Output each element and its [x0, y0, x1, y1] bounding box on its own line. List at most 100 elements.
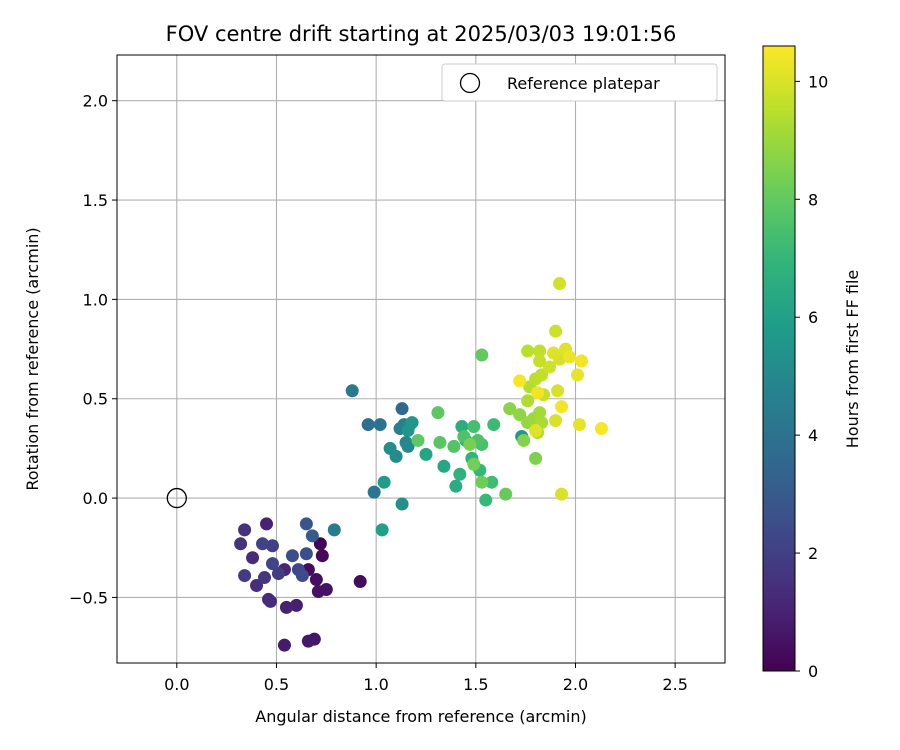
data-point [315, 549, 329, 563]
data-point [395, 402, 409, 416]
data-point [238, 569, 252, 583]
legend-entry-reference-platepar: Reference platepar [507, 74, 660, 93]
data-point [419, 447, 433, 461]
colorbar-gradient [763, 46, 795, 671]
colorbar-ticks: 0 2 4 6 8 10 [795, 72, 828, 681]
data-point [258, 571, 272, 585]
data-point [375, 523, 389, 537]
data-point [433, 435, 447, 449]
data-point [265, 539, 279, 553]
data-point [361, 418, 375, 432]
data-point [513, 408, 527, 422]
data-point [531, 386, 545, 400]
data-point [289, 598, 303, 612]
data-point [345, 384, 359, 398]
data-point [309, 573, 323, 587]
colorbar-frame [762, 45, 796, 672]
x-tick-label: 0.5 [264, 675, 289, 694]
data-point [533, 344, 547, 358]
data-point [271, 567, 285, 581]
data-point [467, 420, 481, 434]
y-axis-label: Rotation from reference (arcmin) [23, 227, 42, 490]
data-point [311, 584, 325, 598]
data-point [246, 551, 260, 565]
reference-marker-group [166, 487, 187, 509]
data-point [395, 497, 409, 511]
data-point [535, 368, 549, 382]
data-point [353, 575, 367, 589]
colorbar-tick-label: 10 [808, 72, 828, 91]
data-point [485, 475, 499, 489]
data-point [487, 418, 501, 432]
data-point [570, 368, 584, 382]
data-point [295, 569, 309, 583]
data-point [367, 485, 381, 499]
data-point [533, 406, 547, 420]
data-point [555, 400, 569, 414]
colorbar-tick-label: 6 [808, 308, 818, 327]
data-point [256, 537, 270, 551]
x-tick-label: 0.0 [164, 675, 189, 694]
data-point [455, 420, 469, 434]
colorbar-tick-label: 8 [808, 190, 818, 209]
colorbar-tick-label: 4 [808, 426, 818, 445]
plot-frame [116, 54, 726, 664]
data-point [549, 414, 563, 428]
y-tick-label: 1.0 [83, 290, 108, 309]
reference-platepar-marker [166, 487, 187, 509]
colorbar-tick-label: 0 [808, 662, 818, 681]
data-point [260, 517, 274, 531]
data-point [431, 406, 445, 420]
data-point [411, 433, 425, 447]
data-point [533, 354, 547, 368]
data-point [299, 517, 313, 531]
data-point [521, 344, 535, 358]
data-point [305, 529, 319, 543]
data-point [234, 537, 248, 551]
data-point [463, 437, 477, 451]
data-point [547, 346, 561, 360]
data-point [563, 350, 577, 364]
data-point [279, 600, 293, 614]
y-tick-label: 2.0 [83, 92, 108, 111]
y-tick-label: −0.5 [69, 588, 108, 607]
y-tick-label: 0.5 [83, 390, 108, 409]
data-point [513, 374, 527, 388]
data-point [503, 402, 517, 416]
data-point [517, 433, 531, 447]
data-point [277, 638, 291, 652]
legend-reference-marker [459, 72, 481, 94]
data-point [299, 547, 313, 561]
data-point [543, 360, 557, 374]
colorbar-label: Hours from first FF file [843, 270, 862, 449]
data-point [479, 493, 493, 507]
data-point [553, 276, 567, 290]
data-point [327, 523, 341, 537]
x-axis-ticks: 0.0 0.5 1.0 1.5 2.0 2.5 [164, 663, 688, 694]
data-point [453, 467, 467, 481]
data-point [405, 416, 419, 430]
data-point [529, 451, 543, 465]
data-point [373, 418, 387, 432]
data-point [594, 422, 608, 436]
colorbar-tick-label: 2 [808, 544, 818, 563]
data-point [263, 594, 277, 608]
data-point [250, 579, 264, 593]
data-point [301, 634, 315, 648]
data-point [285, 549, 299, 563]
data-point [475, 348, 489, 362]
data-point [401, 439, 415, 453]
y-tick-label: 1.5 [83, 191, 108, 210]
grid [117, 55, 725, 663]
data-point [475, 475, 489, 489]
data-point [313, 537, 327, 551]
colorbar: 0 2 4 6 8 10 Hours from first FF file [762, 45, 862, 681]
data-point [529, 424, 543, 438]
data-point [499, 487, 513, 501]
y-tick-label: 0.0 [83, 489, 108, 508]
data-point [551, 384, 565, 398]
y-axis-ticks: −0.5 0.0 0.5 1.0 1.5 2.0 [69, 92, 117, 607]
legend: Reference platepar [441, 63, 718, 102]
data-point [574, 354, 588, 368]
